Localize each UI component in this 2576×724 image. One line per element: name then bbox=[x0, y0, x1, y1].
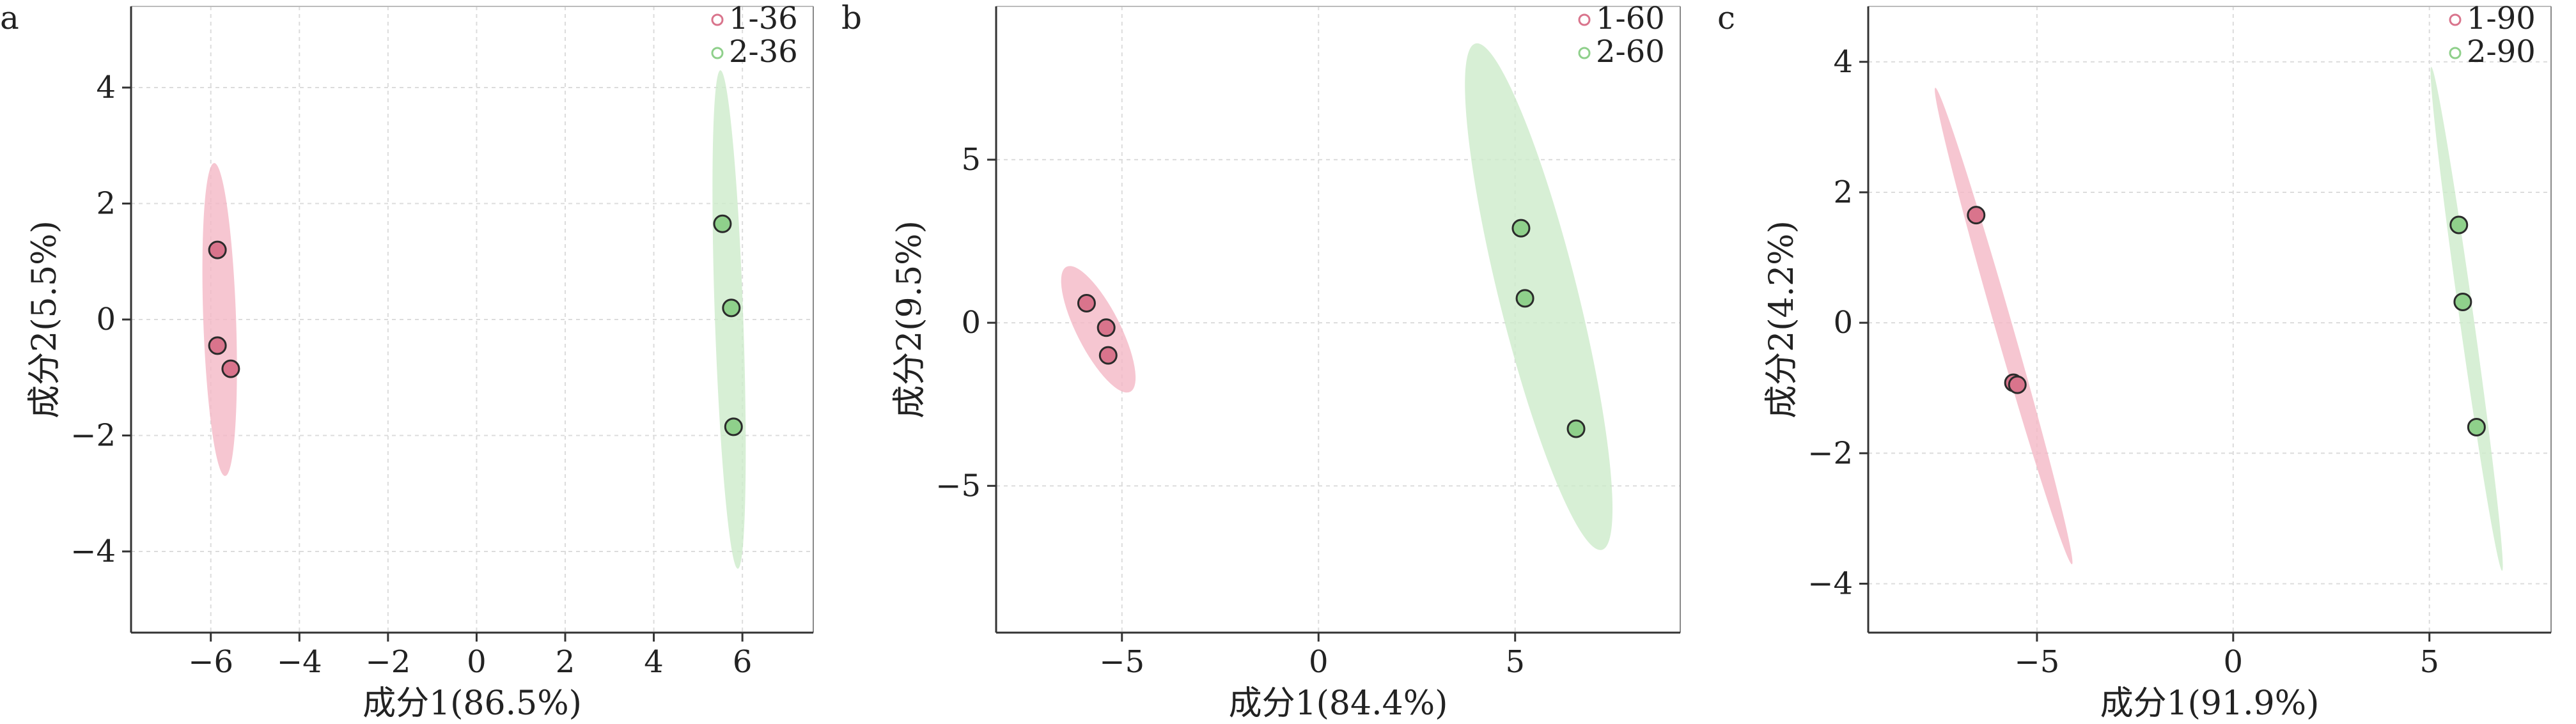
y-tick-label: −2 bbox=[70, 417, 116, 453]
data-point-b-2-1 bbox=[1511, 219, 1531, 238]
data-point-a-2-1 bbox=[713, 214, 732, 233]
data-point-b-1-2 bbox=[1097, 318, 1116, 337]
x-axis-title: 成分1(91.9%) bbox=[2100, 684, 2320, 723]
data-point-c-1-3 bbox=[2008, 375, 2027, 394]
x-tick-label: −5 bbox=[2015, 644, 2060, 680]
y-tick-label: 2 bbox=[1833, 174, 1853, 210]
legend-label-a-1: 1-36 bbox=[729, 1, 798, 36]
x-tick-label: −2 bbox=[365, 644, 410, 680]
legend-marker-a-2 bbox=[711, 47, 724, 59]
y-axis-title: 成分2(4.2%) bbox=[1763, 220, 1801, 419]
data-point-a-2-2 bbox=[722, 298, 741, 318]
legend-marker-b-1 bbox=[1578, 13, 1591, 26]
x-tick-label: 5 bbox=[1505, 644, 1525, 680]
data-point-b-2-3 bbox=[1566, 419, 1586, 438]
x-tick-label: −6 bbox=[188, 644, 233, 680]
chart-panel-b: −5 0 5 −5 0 5 成分1(84.4%) 成分2(9.5%) b 1-602-60 bbox=[841, 0, 1681, 723]
data-point-b-1-3 bbox=[1098, 346, 1118, 365]
data-point-a-1-3 bbox=[221, 359, 240, 378]
legend-label-b-1: 1-60 bbox=[1596, 1, 1665, 36]
legend-label-c-2: 2-90 bbox=[2467, 34, 2536, 70]
panel-label: c bbox=[1717, 0, 1735, 36]
data-point-a-2-3 bbox=[724, 417, 743, 436]
y-axis-title: 成分2(9.5%) bbox=[891, 220, 929, 419]
y-tick-label: 2 bbox=[96, 186, 116, 222]
data-point-a-1-2 bbox=[208, 336, 227, 355]
confidence-ellipse-a-1 bbox=[202, 163, 237, 476]
confidence-ellipse-a-2 bbox=[712, 70, 746, 569]
chart-panel-c: −5 0 5 −4 −2 0 2 4 成分1(91.9%) 成分2(4.2%) c 1-902-90 bbox=[1717, 0, 2552, 723]
y-tick-label: 0 bbox=[961, 305, 981, 341]
x-tick-label: 6 bbox=[733, 644, 753, 680]
legend-label-a-2: 2-36 bbox=[729, 34, 798, 70]
x-tick-label: 4 bbox=[644, 644, 664, 680]
panel-label: a bbox=[0, 0, 19, 36]
y-tick-label: 0 bbox=[1833, 305, 1853, 341]
legend-label-b-2: 2-60 bbox=[1596, 34, 1665, 70]
y-tick-label: 4 bbox=[96, 70, 116, 105]
data-point-b-1-1 bbox=[1077, 293, 1096, 312]
legend-marker-a-1 bbox=[711, 13, 724, 26]
data-point-a-1-1 bbox=[208, 240, 227, 259]
y-axis-title: 成分2(5.5%) bbox=[26, 220, 64, 419]
y-tick-label: −2 bbox=[1807, 435, 1853, 471]
y-tick-label: 5 bbox=[961, 142, 981, 178]
x-tick-label: −5 bbox=[1099, 644, 1144, 680]
legend-label-c-1: 1-90 bbox=[2467, 1, 2536, 36]
x-tick-label: 2 bbox=[556, 644, 575, 680]
confidence-ellipse-c-2 bbox=[2430, 66, 2503, 571]
x-tick-label: 0 bbox=[1309, 644, 1329, 680]
data-point-c-1-1 bbox=[1967, 206, 1986, 225]
legend-marker-c-2 bbox=[2449, 47, 2462, 59]
chart-panel-a: −6 −4 −2 0 2 4 6 −4 −2 0 2 4 成分1(86.5%) 成分2(5.5%) a 1-3… bbox=[0, 0, 814, 723]
legend-marker-c-1 bbox=[2449, 13, 2462, 26]
data-point-c-2-3 bbox=[2467, 417, 2486, 436]
x-tick-label: −4 bbox=[277, 644, 322, 680]
confidence-ellipse-c-1 bbox=[1935, 88, 2073, 565]
data-point-c-2-2 bbox=[2453, 292, 2472, 311]
x-tick-label: 5 bbox=[2419, 644, 2439, 680]
panel-label: b bbox=[841, 0, 862, 36]
y-tick-label: 0 bbox=[96, 302, 116, 337]
x-tick-label: 0 bbox=[2224, 644, 2244, 680]
x-axis-title: 成分1(84.4%) bbox=[1229, 684, 1448, 723]
y-tick-label: −4 bbox=[70, 534, 116, 569]
data-point-b-2-2 bbox=[1515, 289, 1534, 308]
x-tick-label: 0 bbox=[467, 644, 487, 680]
y-tick-label: −5 bbox=[935, 468, 981, 504]
x-axis-title: 成分1(86.5%) bbox=[363, 684, 582, 723]
data-point-c-2-1 bbox=[2449, 215, 2469, 235]
y-tick-label: 4 bbox=[1833, 44, 1853, 80]
confidence-ellipse-b-2 bbox=[1465, 43, 1613, 550]
legend-marker-b-2 bbox=[1578, 47, 1591, 59]
y-tick-label: −4 bbox=[1807, 566, 1853, 601]
